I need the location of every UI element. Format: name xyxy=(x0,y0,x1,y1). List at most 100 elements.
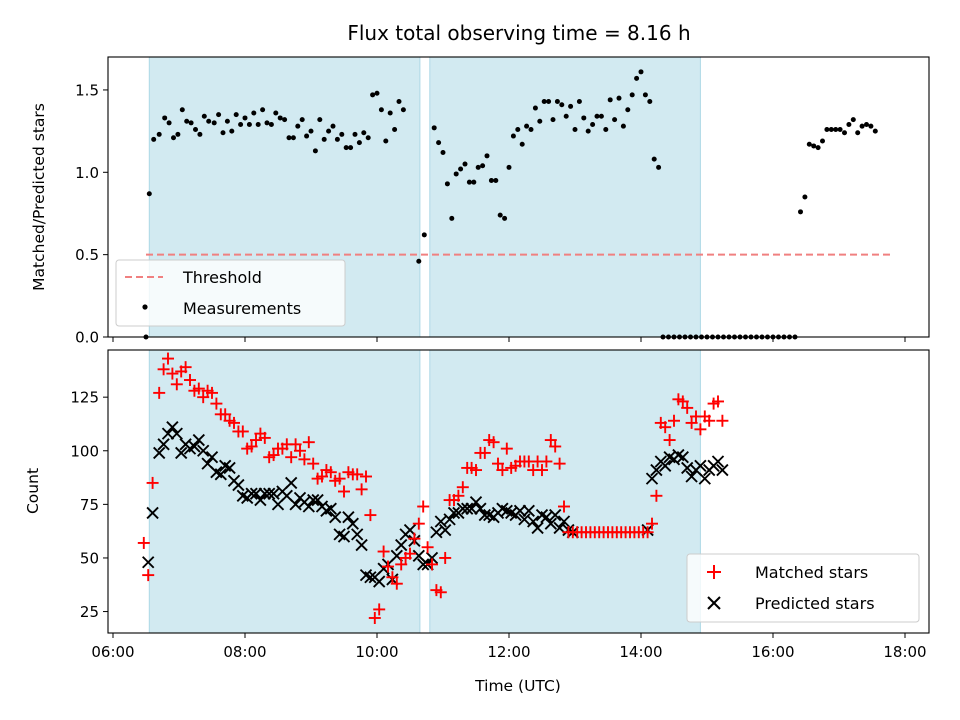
measurement-point xyxy=(361,130,367,136)
matched-star-point xyxy=(351,468,364,481)
predicted-star-point xyxy=(153,446,166,460)
top-y-ticks: 0.0 0.5 1.0 1.5 xyxy=(75,81,108,347)
bottom-plot-area xyxy=(137,352,729,624)
measurement-point xyxy=(211,120,217,126)
predicted-star-point xyxy=(456,502,469,515)
top-axes-frame xyxy=(107,56,930,338)
predicted-star-point xyxy=(146,506,159,520)
matched-star-point xyxy=(663,434,676,447)
measurement-point xyxy=(656,164,662,170)
measurement-point xyxy=(431,125,437,131)
measurement-point xyxy=(568,103,574,109)
bottom-x-ticks: 06:00 08:00 10:00 12:00 14:00 16:00 18:00 xyxy=(91,633,927,661)
predicted-star-point xyxy=(258,487,271,500)
predicted-star-point xyxy=(549,508,562,522)
predicted-star-point xyxy=(461,502,474,515)
measurement-point xyxy=(166,120,172,126)
top-y-axis-label: Matched/Predicted stars xyxy=(30,103,48,291)
top-y-tick-label: 1.5 xyxy=(75,81,99,99)
matched-star-point xyxy=(307,457,320,470)
measurement-point xyxy=(383,138,389,144)
measurement-point xyxy=(546,98,552,104)
measurement-point xyxy=(550,117,556,123)
predicted-star-point xyxy=(469,496,483,509)
measurement-point xyxy=(304,133,310,139)
measurement-point xyxy=(642,92,648,98)
measurement-point xyxy=(506,164,512,170)
matched-star-point xyxy=(712,395,724,408)
measurement-point xyxy=(197,131,203,137)
measurement-point xyxy=(528,126,534,132)
measurement-point xyxy=(837,126,843,132)
predicted-star-point xyxy=(544,517,557,530)
bottom-shaded-interval xyxy=(429,349,701,634)
measurement-point xyxy=(286,135,292,141)
matched-star-point xyxy=(408,532,421,545)
measurements-legend-marker xyxy=(142,304,148,310)
measurement-point xyxy=(416,258,422,264)
matched-star-point xyxy=(206,386,218,399)
measurement-point xyxy=(846,122,852,128)
matched-star-point xyxy=(157,363,170,376)
predicted-star-point xyxy=(285,476,298,490)
predicted-star-point xyxy=(166,421,179,434)
measurement-point xyxy=(811,143,817,149)
measurement-point xyxy=(295,123,301,129)
predicted-star-point xyxy=(650,463,663,477)
measurement-point xyxy=(339,131,345,137)
matched-star-point xyxy=(412,517,425,530)
matched-star-point xyxy=(681,401,694,414)
predicted-star-point xyxy=(205,451,219,464)
matched-star-point xyxy=(470,464,482,477)
predicted-star-point xyxy=(447,506,461,520)
matched-star-point xyxy=(285,451,298,464)
matched-star-point xyxy=(377,545,390,558)
measurement-point xyxy=(629,92,635,98)
measurement-point xyxy=(348,145,354,151)
measurement-point xyxy=(820,138,825,144)
measurement-point xyxy=(264,120,270,126)
matched-legend-marker xyxy=(707,565,721,579)
bottom-y-tick-label: 50 xyxy=(80,549,99,567)
measurement-point xyxy=(352,131,358,137)
bottom-x-tick-label: 12:00 xyxy=(487,643,530,661)
measurement-point xyxy=(282,117,288,123)
measurement-point xyxy=(515,126,521,132)
matched-star-point xyxy=(439,551,452,564)
measurement-point xyxy=(872,128,878,134)
predicted-star-point xyxy=(425,551,439,565)
predicted-star-point xyxy=(214,468,227,481)
matched-star-point xyxy=(650,489,663,502)
measurement-point xyxy=(603,126,609,132)
measurement-point xyxy=(356,140,362,146)
matched-star-point xyxy=(258,431,271,444)
measurement-point xyxy=(502,215,508,221)
predicted-star-point xyxy=(395,538,408,552)
predicted-star-point xyxy=(474,502,487,515)
top-x-ticks xyxy=(112,337,906,342)
predicted-star-point xyxy=(197,444,210,457)
matched-star-point xyxy=(302,436,315,449)
matched-star-point xyxy=(417,500,430,513)
measurement-point xyxy=(594,113,600,119)
matched-star-point xyxy=(137,536,150,549)
measurement-point xyxy=(541,98,547,104)
measurement-point xyxy=(519,141,525,147)
measurement-point xyxy=(493,178,499,184)
measurement-point xyxy=(634,75,640,81)
predicted-star-point xyxy=(175,446,188,460)
matched-star-point xyxy=(496,464,509,477)
measurement-point xyxy=(156,131,162,137)
bottom-y-tick-label: 25 xyxy=(80,603,99,621)
predicted-star-point xyxy=(254,493,267,507)
measurement-point xyxy=(638,69,644,75)
predicted-star-point xyxy=(364,571,377,584)
top-plot-area xyxy=(143,69,892,340)
measurement-point xyxy=(850,117,856,123)
measurement-point xyxy=(290,135,296,141)
measurement-point xyxy=(824,126,830,132)
predicted-star-point xyxy=(170,427,183,440)
measurement-point xyxy=(537,118,543,124)
predicted-star-point xyxy=(659,459,672,472)
